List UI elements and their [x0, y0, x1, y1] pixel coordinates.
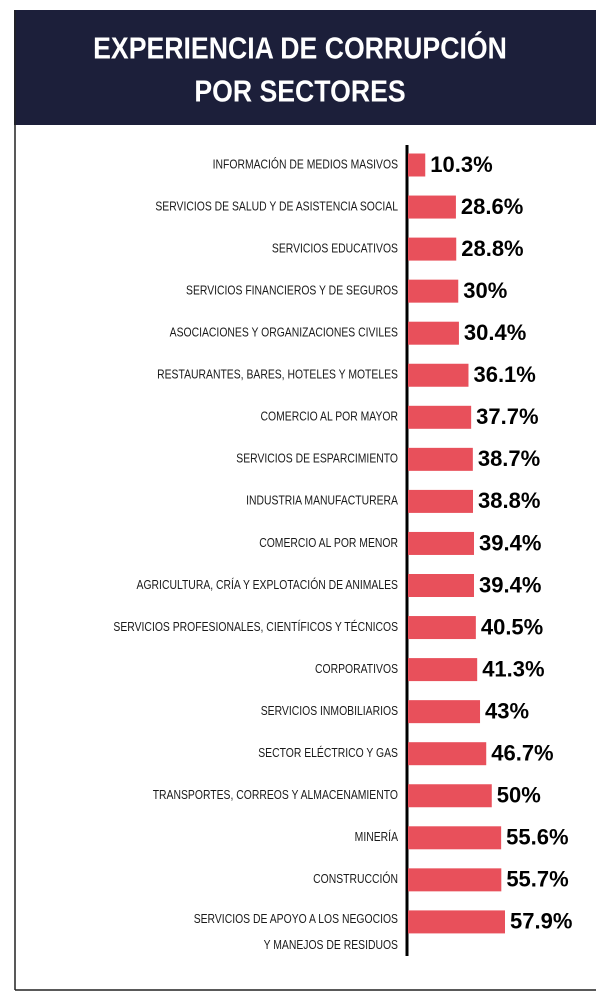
chart-title: EXPERIENCIA DE CORRUPCIÓN POR SECTORES [93, 29, 507, 108]
value-label: 37.7% [476, 404, 538, 429]
bar [408, 153, 426, 177]
category-label: RESTAURANTES, BARES, HOTELES Y MOTELES [157, 368, 398, 382]
bar [408, 489, 474, 513]
category-label: SERVICIOS INMOBILIARIOS [261, 704, 398, 718]
category-label: SECTOR ELÉCTRICO Y GAS [258, 746, 398, 760]
value-label: 57.9% [510, 909, 572, 934]
value-label: 38.7% [478, 446, 540, 471]
bar [408, 321, 459, 345]
category-label: MINERÍA [355, 830, 398, 844]
category-label: CONSTRUCCIÓN [313, 872, 398, 886]
bar [408, 531, 475, 555]
value-label: 50% [497, 783, 541, 808]
bar [408, 616, 476, 640]
category-label: INDUSTRIA MANUFACTURERA [246, 494, 398, 508]
bar [408, 700, 481, 724]
category-label: AGRICULTURA, CRÍA Y EXPLOTACIÓN DE ANIMA… [137, 578, 399, 592]
bar [408, 279, 459, 303]
value-label: 43% [485, 698, 529, 723]
category-label: COMERCIO AL POR MENOR [259, 536, 398, 550]
bar [408, 784, 492, 808]
value-label: 40.5% [481, 614, 543, 639]
bar [408, 447, 473, 471]
category-label: CORPORATIVOS [315, 662, 398, 676]
bar [408, 574, 475, 597]
category-label: SERVICIOS PROFESIONALES, CIENTÍFICOS Y T… [113, 620, 398, 634]
bar [408, 742, 487, 766]
category-label: SERVICIOS EDUCATIVOS [272, 241, 398, 255]
value-label: 28.8% [461, 236, 523, 261]
value-label: 10.3% [430, 152, 492, 177]
value-label: 30.4% [464, 320, 526, 345]
value-label: 39.4% [479, 530, 541, 555]
bar [408, 405, 472, 429]
category-label: ASOCIACIONES Y ORGANIZACIONES CIVILES [170, 326, 398, 340]
bar [408, 237, 457, 261]
value-label: 55.6% [506, 825, 568, 850]
bar [408, 868, 502, 892]
title-banner [14, 10, 596, 125]
value-label: 41.3% [482, 656, 544, 681]
bar [408, 195, 456, 219]
category-label: SERVICIOS DE APOYO A LOS NEGOCIOS Y MANEJ… [194, 912, 398, 952]
value-label: 46.7% [491, 741, 553, 766]
value-label: 55.7% [506, 867, 568, 892]
bar [408, 910, 505, 934]
value-label: 28.6% [461, 194, 523, 219]
value-label: 36.1% [473, 362, 535, 387]
category-label: TRANSPORTES, CORREOS Y ALMACENAMIENTO [153, 788, 398, 802]
category-label: INFORMACIÓN DE MEDIOS MASIVOS [213, 157, 399, 171]
value-label: 38.8% [478, 488, 540, 513]
category-label: SERVICIOS DE SALUD Y DE ASISTENCIA SOCIA… [155, 199, 398, 213]
category-label: COMERCIO AL POR MAYOR [261, 410, 398, 424]
category-label: SERVICIOS FINANCIEROS Y DE SEGUROS [186, 284, 398, 298]
bar [408, 826, 502, 850]
value-label: 30% [463, 278, 507, 303]
value-label: 39.4% [479, 572, 541, 597]
bar [408, 363, 469, 387]
bar [408, 658, 478, 682]
category-label: SERVICIOS DE ESPARCIMIENTO [236, 452, 398, 466]
